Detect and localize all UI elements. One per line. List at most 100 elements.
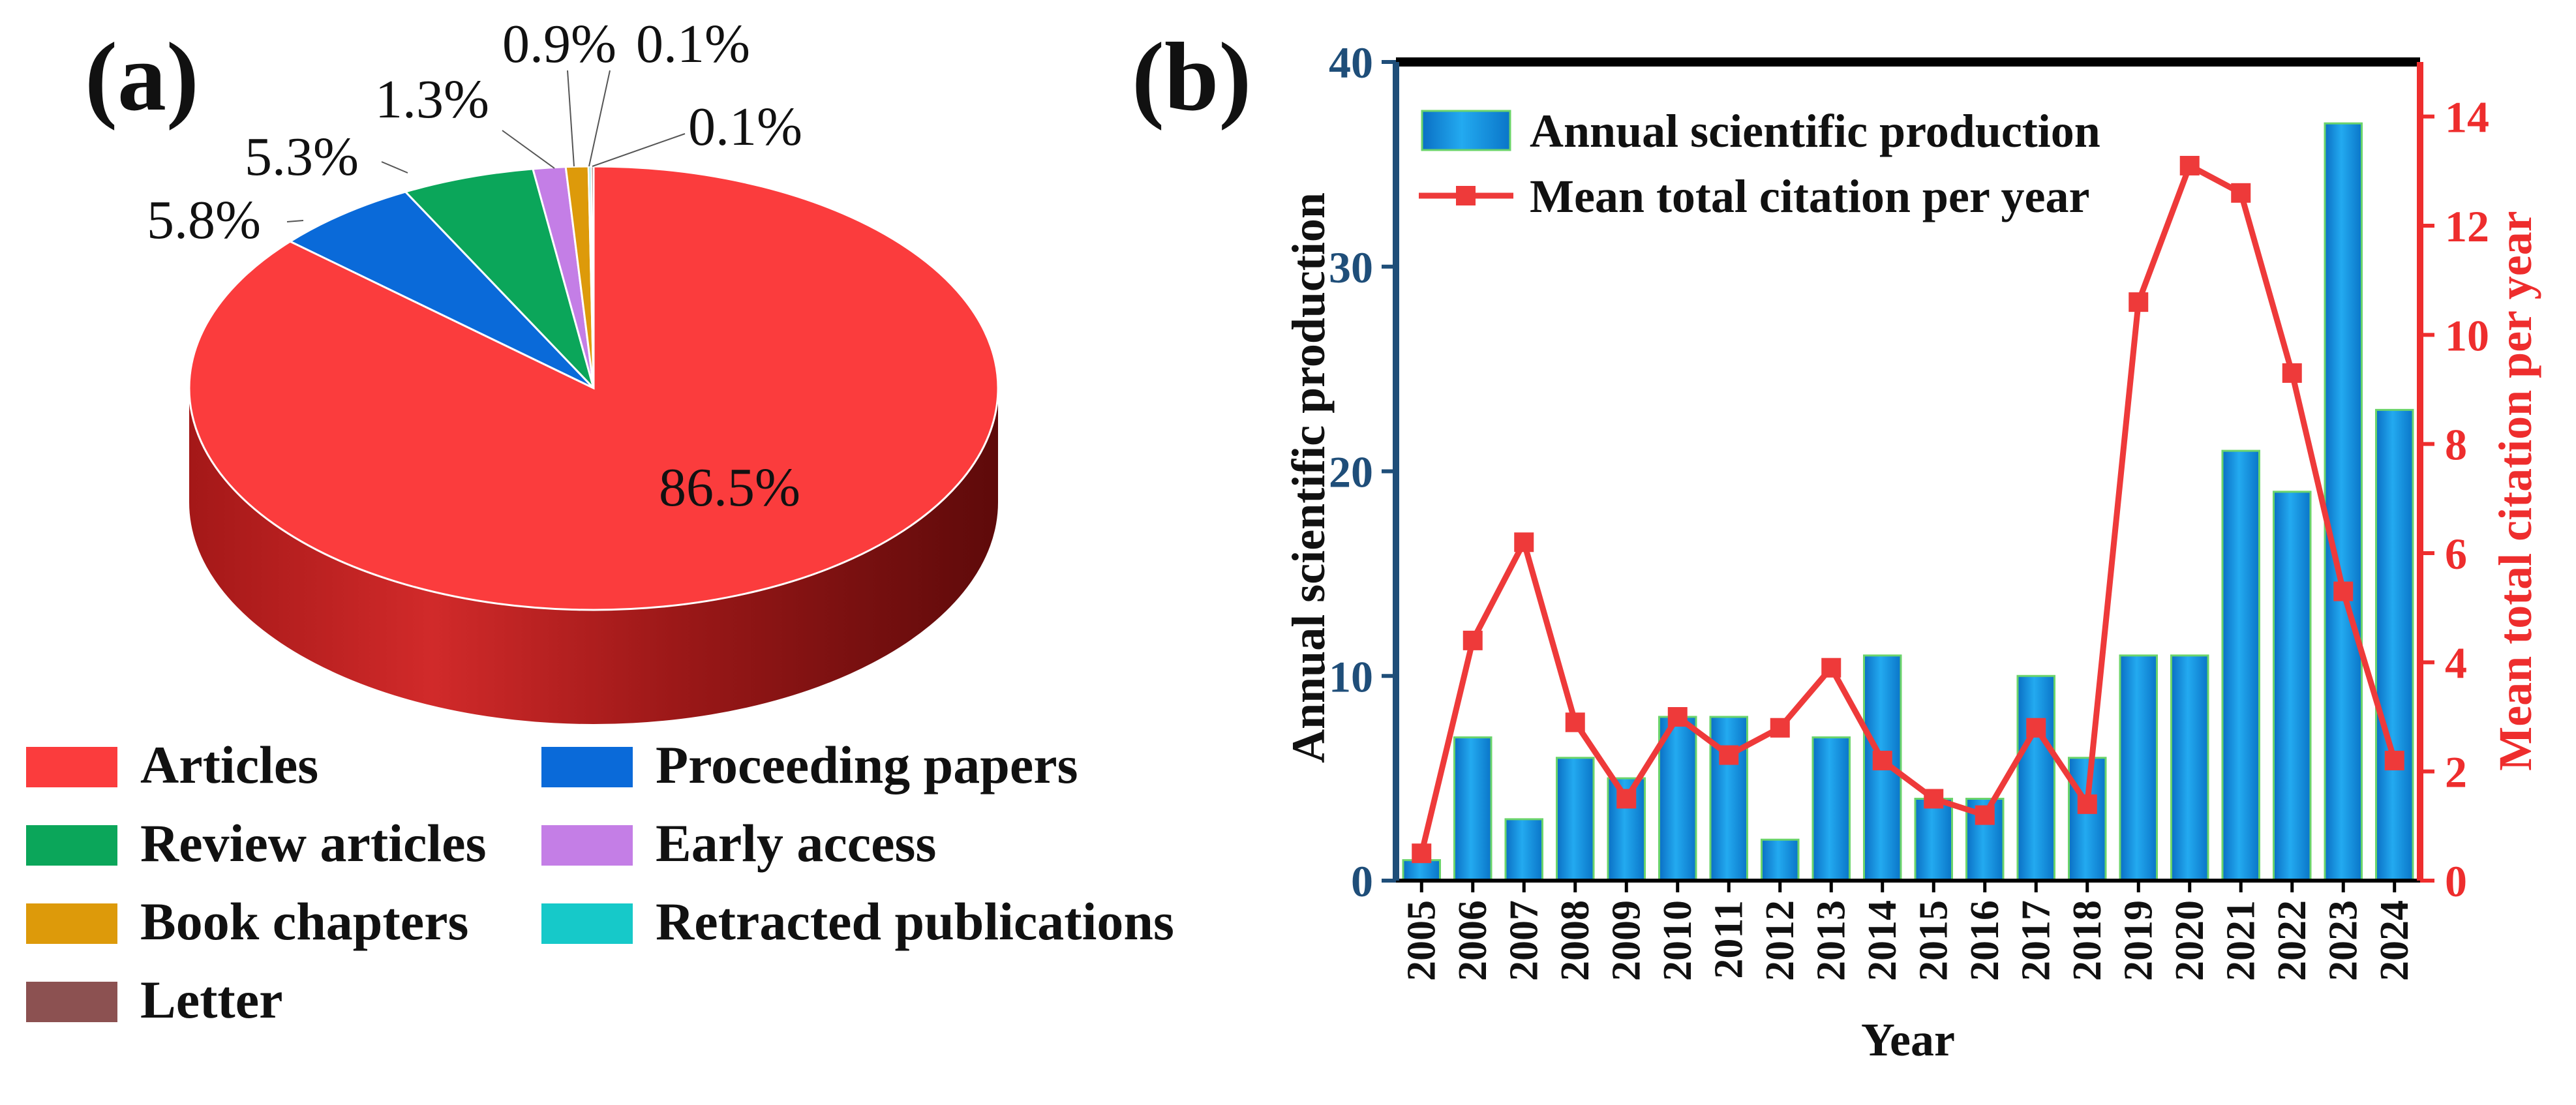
x-tick-label-2024: 2024 bbox=[2372, 900, 2417, 981]
pie-label-review-articles: 5.3% bbox=[245, 127, 359, 187]
citation-point-2008 bbox=[1565, 712, 1585, 733]
x-tick-label-2015: 2015 bbox=[1911, 900, 1956, 981]
x-tick-label-2014: 2014 bbox=[1860, 900, 1905, 981]
pie-label-book-chapters: 0.9% bbox=[502, 14, 616, 74]
right-tick-label-6: 6 bbox=[2445, 529, 2467, 579]
bar-2024 bbox=[2374, 408, 2414, 882]
citation-point-2020 bbox=[2179, 155, 2200, 175]
bar-2023 bbox=[2324, 122, 2363, 882]
citation-point-2010 bbox=[1667, 707, 1688, 727]
bar-series bbox=[1402, 122, 2414, 882]
legend-swatch-book-chapters bbox=[26, 903, 117, 944]
right-tick-label-10: 10 bbox=[2445, 310, 2489, 360]
legend-label-early-access: Early access bbox=[656, 813, 936, 873]
panel-b: (b) 0 10 20 30 40 0 2 4 6 8 10 12 14 2005 2006 2007 2008… bbox=[1132, 23, 2541, 1066]
bar-2007 bbox=[1504, 818, 1544, 882]
bar-2017 bbox=[2016, 674, 2056, 882]
x-tick-label-2023: 2023 bbox=[2321, 900, 2365, 981]
y-right-axis-title: Mean total citation per year bbox=[2489, 211, 2541, 770]
legend-swatch-review-articles bbox=[26, 825, 117, 866]
citation-point-2021 bbox=[2231, 183, 2251, 203]
pie-leader-line bbox=[502, 130, 555, 169]
citation-point-2022 bbox=[2282, 363, 2302, 383]
pie-legend: Articles Proceeding papers Review articles… bbox=[26, 735, 1174, 1029]
pie-label-letter: 0.1% bbox=[688, 97, 802, 157]
pie-label-early-access: 1.3% bbox=[375, 69, 489, 130]
citation-point-2007 bbox=[1514, 532, 1534, 552]
bar-2006 bbox=[1453, 736, 1493, 882]
pie-side-wall bbox=[189, 388, 998, 724]
legend-swatch-proceeding-papers bbox=[541, 747, 633, 787]
line-series bbox=[1412, 155, 2404, 864]
x-tick-label-2022: 2022 bbox=[2270, 900, 2314, 981]
x-tick-label-2006: 2006 bbox=[1451, 900, 1495, 981]
pie-slice-proceeding-papers bbox=[288, 190, 595, 389]
legend-swatch-letter bbox=[26, 982, 117, 1022]
legend-label-bar: Annual scientific production bbox=[1530, 105, 2100, 157]
legend-label-proceeding-papers: Proceeding papers bbox=[656, 735, 1078, 795]
pie-label-articles: 86.5% bbox=[659, 457, 800, 518]
x-tick-label-2007: 2007 bbox=[1502, 900, 1546, 981]
x-tick-label-2016: 2016 bbox=[1963, 900, 2007, 981]
legend-label-line: Mean total citation per year bbox=[1530, 170, 2089, 222]
citation-point-2009 bbox=[1616, 789, 1637, 809]
pie-slice-review-articles bbox=[403, 168, 595, 389]
x-tick-label-2019: 2019 bbox=[2116, 900, 2160, 981]
right-tick-label-8: 8 bbox=[2445, 420, 2467, 470]
legend-swatch-articles bbox=[26, 747, 117, 787]
bar-2019 bbox=[2119, 654, 2159, 882]
x-tick-label-2021: 2021 bbox=[2219, 900, 2263, 981]
pie-label-proceeding-papers: 5.8% bbox=[147, 190, 261, 250]
legend-swatch-bar bbox=[1421, 110, 1511, 151]
bar-2008 bbox=[1555, 757, 1595, 882]
citation-point-2013 bbox=[1821, 658, 1841, 678]
legend-swatch-marker bbox=[1456, 186, 1476, 205]
bar-2020 bbox=[2170, 654, 2209, 882]
legend-swatch-early-access bbox=[541, 825, 633, 866]
bar-2013 bbox=[1811, 736, 1851, 882]
left-tick-label-30: 30 bbox=[1329, 243, 1373, 292]
pie-leader-line bbox=[567, 70, 575, 167]
legend-label-letter: Letter bbox=[140, 970, 283, 1029]
citation-point-2019 bbox=[2129, 292, 2149, 312]
legend-label-retracted-publications: Retracted publications bbox=[656, 892, 1174, 951]
x-tick-label-2008: 2008 bbox=[1553, 900, 1598, 981]
x-tick-label-2010: 2010 bbox=[1656, 900, 1700, 981]
right-tick-label-0: 0 bbox=[2445, 856, 2467, 906]
citation-point-2016 bbox=[1975, 805, 1995, 825]
bar-legend: Annual scientific production Mean total c… bbox=[1419, 105, 2100, 222]
citation-point-2023 bbox=[2333, 581, 2354, 601]
legend-label-review-articles: Review articles bbox=[140, 813, 486, 873]
left-tick-label-20: 20 bbox=[1329, 447, 1373, 497]
bar-2012 bbox=[1760, 838, 1800, 882]
citation-point-2017 bbox=[2026, 718, 2046, 738]
legend-label-book-chapters: Book chapters bbox=[140, 892, 468, 951]
citation-point-2015 bbox=[1924, 789, 1944, 809]
legend-swatch-retracted-publications bbox=[541, 903, 633, 944]
x-tick-label-2017: 2017 bbox=[2014, 900, 2058, 981]
pie-slices bbox=[188, 165, 999, 611]
citation-point-2011 bbox=[1719, 745, 1739, 765]
bar-2022 bbox=[2272, 491, 2312, 882]
left-tick-label-0: 0 bbox=[1351, 856, 1373, 906]
citation-point-2012 bbox=[1770, 718, 1790, 738]
pie-label-retracted-publications: 0.1% bbox=[636, 14, 750, 74]
right-tick-label-12: 12 bbox=[2445, 202, 2489, 251]
x-axis-title: Year bbox=[1861, 1014, 1955, 1066]
axes: 0 10 20 30 40 0 2 4 6 8 10 12 14 2005 2006 2007 2008 2009… bbox=[1282, 38, 2541, 1066]
right-tick-label-2: 2 bbox=[2445, 748, 2467, 797]
left-tick-label-40: 40 bbox=[1329, 38, 1373, 87]
x-tick-label-2005: 2005 bbox=[1399, 900, 1444, 981]
citation-point-2024 bbox=[2384, 750, 2404, 770]
pie-leader-line bbox=[381, 161, 408, 174]
pie-leader-line bbox=[286, 220, 304, 222]
right-tick-label-14: 14 bbox=[2445, 93, 2489, 142]
citation-point-2018 bbox=[2077, 794, 2097, 814]
x-tick-label-2018: 2018 bbox=[2065, 900, 2110, 981]
x-tick-label-2011: 2011 bbox=[1706, 900, 1751, 979]
right-tick-label-4: 4 bbox=[2445, 638, 2467, 688]
bar-2005 bbox=[1402, 859, 1442, 882]
bar-2015 bbox=[1914, 798, 1954, 882]
